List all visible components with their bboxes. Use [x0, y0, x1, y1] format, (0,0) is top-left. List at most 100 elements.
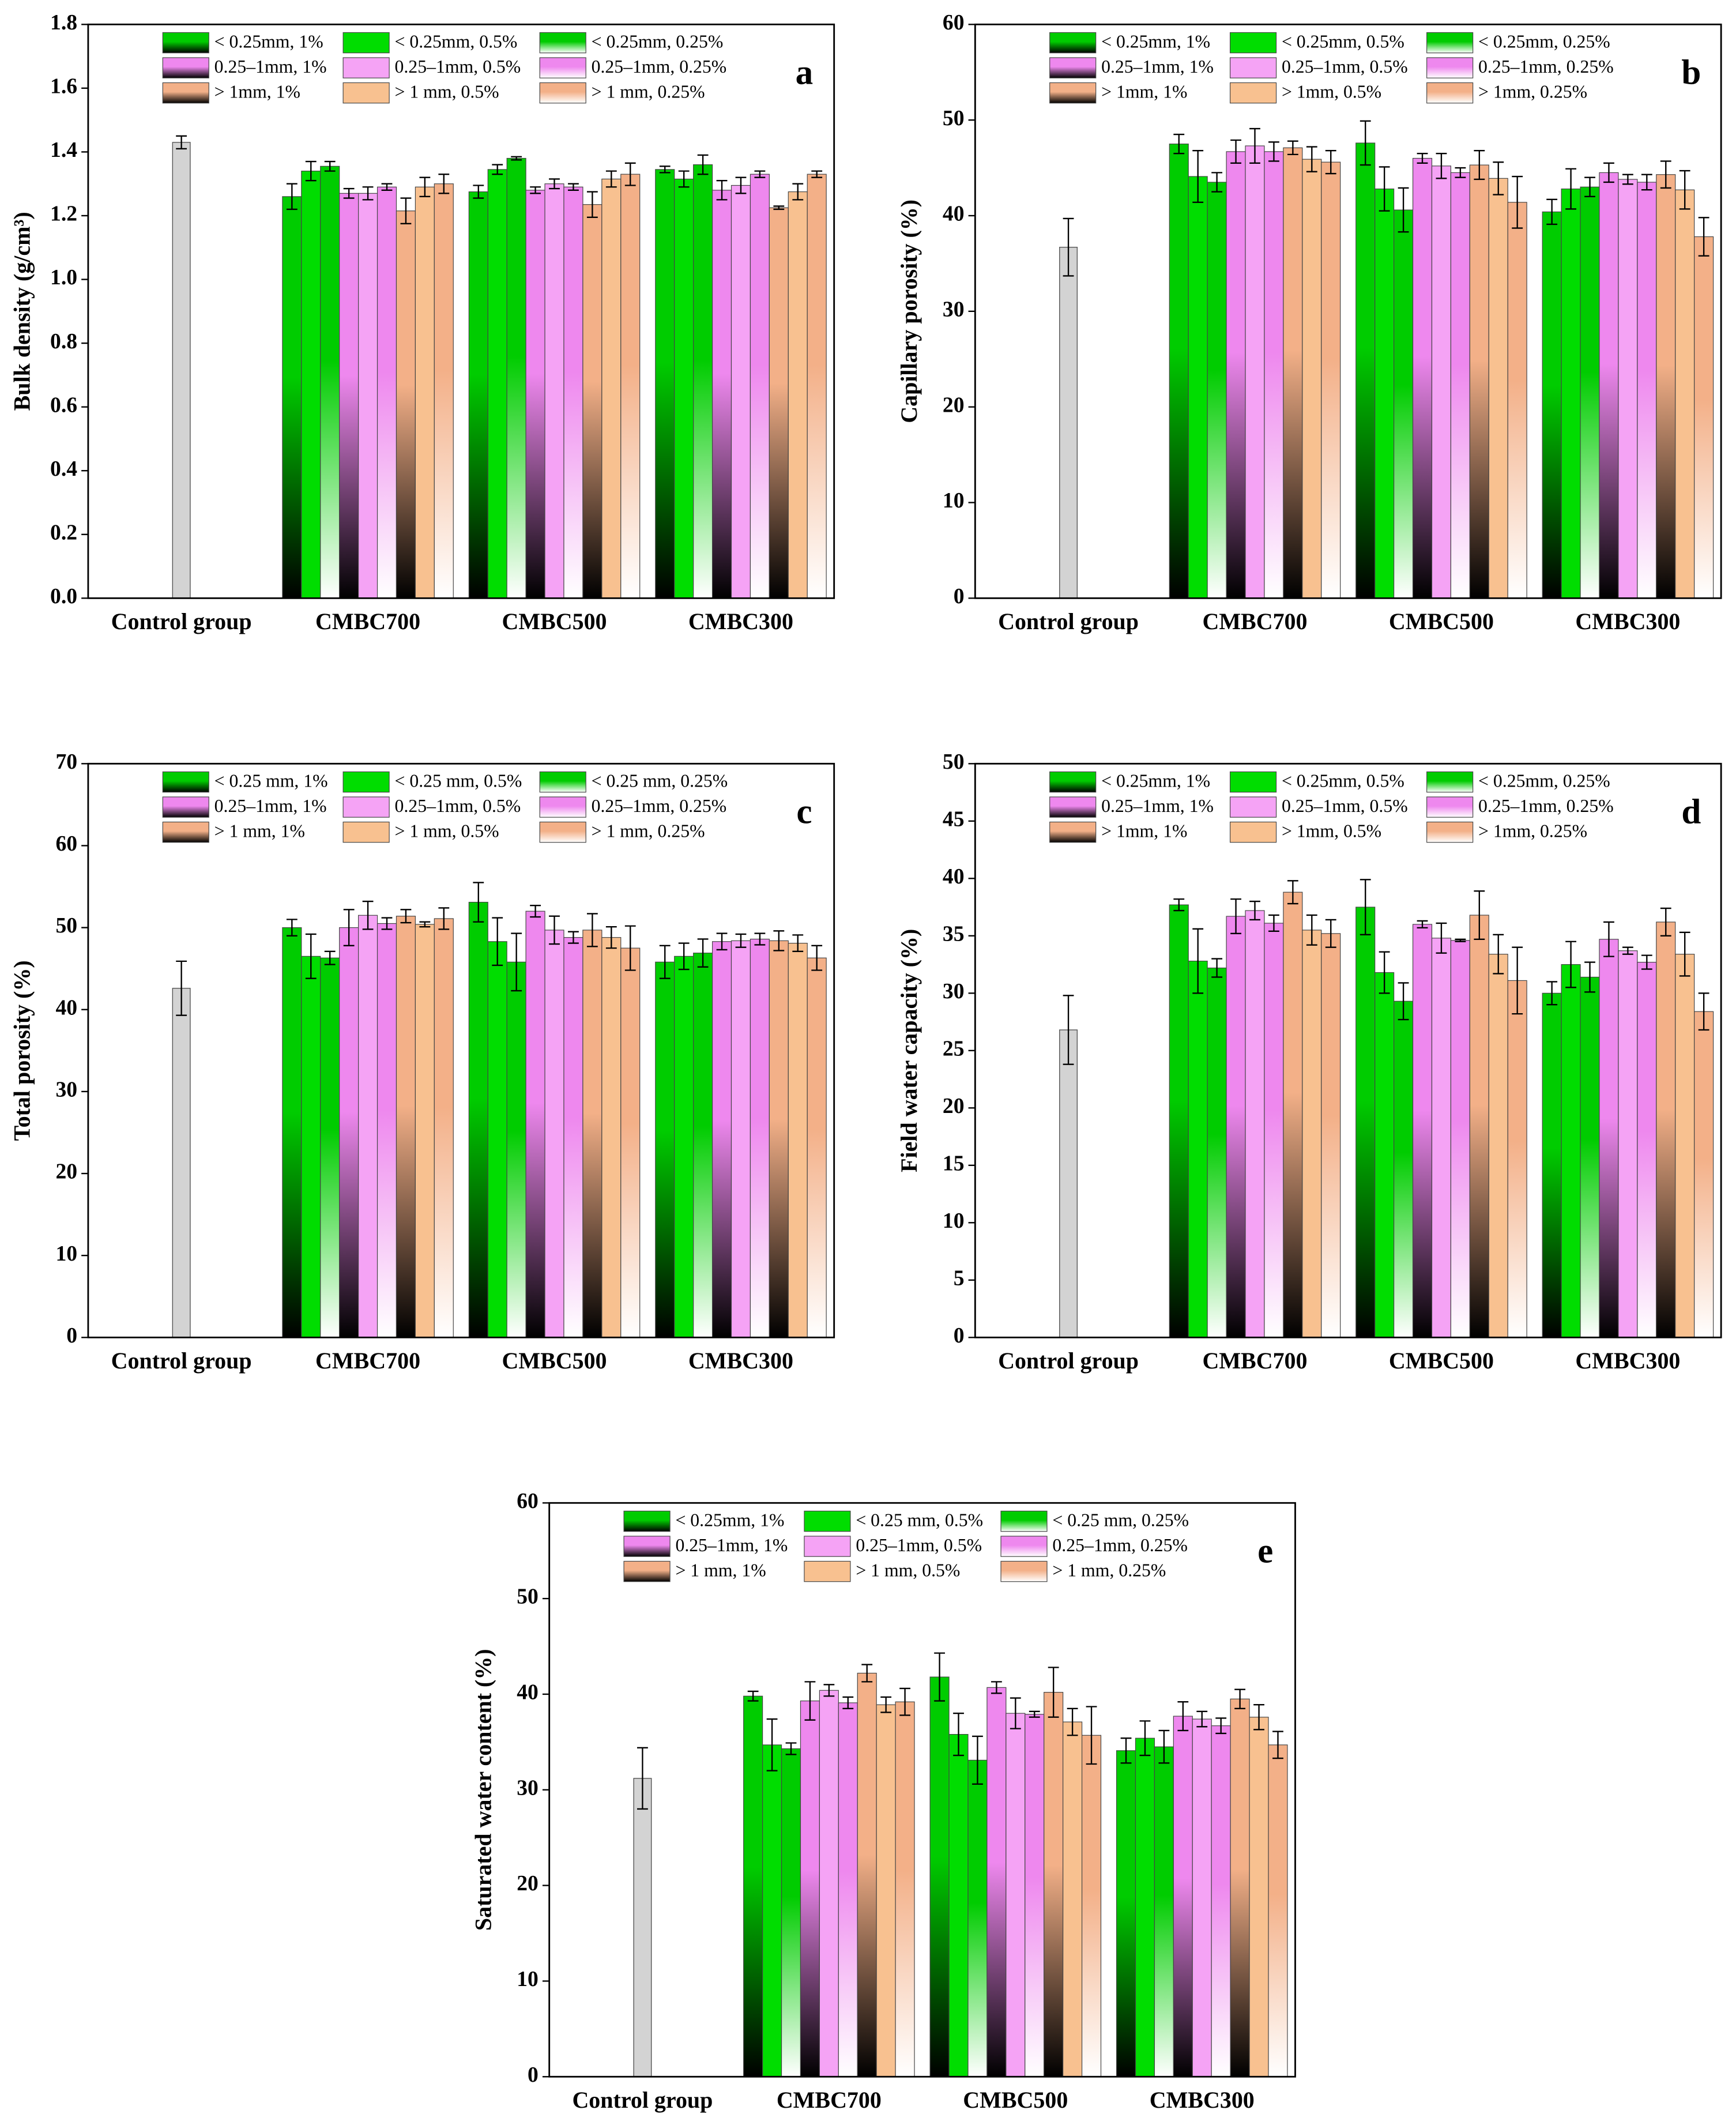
bar [986, 1687, 1007, 2077]
error-bar [362, 186, 374, 201]
bar [525, 190, 545, 599]
legend-swatch [162, 771, 209, 793]
y-tick-label: 30 [55, 1078, 77, 1102]
bar [301, 956, 321, 1338]
bar [1675, 189, 1695, 599]
error-bar [754, 932, 766, 946]
legend-swatch [342, 796, 390, 818]
x-tick-label: CMBC300 [688, 608, 793, 634]
error-bar [792, 183, 804, 201]
bar [1188, 960, 1208, 1338]
error-bar [735, 176, 747, 194]
legend-swatch [804, 1536, 851, 1557]
bar [1637, 182, 1657, 599]
bar [563, 186, 583, 599]
y-tick-label: 50 [55, 913, 77, 938]
bar [1656, 922, 1676, 1338]
error-bar [1211, 172, 1223, 193]
bar [1488, 954, 1508, 1338]
error-bar [972, 1735, 983, 1785]
x-tick-label: CMBC700 [1202, 1348, 1307, 1374]
bar [282, 196, 302, 599]
y-tick-label: 1.0 [50, 265, 77, 289]
bar [1469, 164, 1489, 599]
error-bar [1272, 1731, 1283, 1759]
bar [781, 1748, 801, 2077]
y-axis-label: Capillary porosity (%) [896, 200, 922, 423]
legend-label: < 0.25 mm, 0.25% [592, 771, 728, 791]
x-tick-label: CMBC300 [1575, 608, 1680, 634]
bar [582, 930, 602, 1338]
error-bar [1417, 153, 1428, 164]
bar [1169, 144, 1189, 599]
bar [1355, 142, 1376, 599]
legend-label: > 1 mm, 1% [675, 1560, 766, 1581]
legend-swatch [162, 821, 209, 843]
bar [655, 169, 675, 599]
bar [1431, 938, 1452, 1338]
x-tick-label: CMBC500 [502, 608, 607, 634]
bar [1580, 186, 1600, 599]
plot-frame [87, 762, 835, 1338]
error-bar [747, 1690, 759, 1702]
bar [1394, 1001, 1414, 1338]
bar [1656, 174, 1676, 599]
error-bar [1603, 921, 1614, 957]
legend-swatch [1426, 796, 1474, 818]
bar [320, 957, 340, 1338]
error-bar [1546, 198, 1558, 225]
error-bar [953, 1712, 964, 1757]
bar [1450, 172, 1470, 599]
control-bar [1059, 247, 1078, 599]
y-axis-label: Bulk density (g/cm³) [9, 212, 35, 411]
y-tick-label: 10 [943, 488, 965, 513]
bar [1283, 147, 1303, 599]
legend-label: > 1 mm, 0.25% [592, 82, 705, 102]
legend-swatch [342, 771, 390, 793]
y-tick-label: 50 [517, 1585, 539, 1609]
bar [1637, 961, 1657, 1338]
error-bar [305, 933, 317, 979]
bar [1321, 933, 1341, 1338]
legend-label: 0.25–1mm, 1% [1101, 57, 1214, 77]
bar [711, 941, 732, 1338]
x-tick-label: Control group [572, 2087, 713, 2113]
y-tick-label: 20 [943, 393, 965, 417]
error-bar [811, 945, 823, 971]
error-bar [1398, 982, 1409, 1021]
error-bar [880, 1696, 892, 1713]
legend-swatch [1229, 771, 1277, 793]
bar [1169, 904, 1189, 1338]
bar [620, 174, 641, 599]
error-bar [1512, 946, 1523, 1015]
y-tick-label: 1.2 [50, 202, 77, 226]
bar [1268, 1744, 1288, 2077]
bar [769, 940, 789, 1338]
legend-label: > 1mm, 0.25% [1478, 821, 1587, 841]
error-bar [305, 160, 317, 182]
error-bar [324, 950, 336, 965]
x-tick-label: CMBC700 [1202, 608, 1307, 634]
x-tick-label: CMBC300 [1575, 1348, 1680, 1374]
bar [376, 186, 397, 599]
legend-swatch [162, 82, 209, 104]
legend-swatch [342, 82, 390, 104]
error-bar [1493, 161, 1504, 195]
legend-swatch [342, 32, 390, 54]
error-bar [697, 154, 709, 175]
y-tick-label: 60 [517, 1489, 539, 1513]
panel-label: d [1681, 793, 1701, 832]
legend-swatch [162, 32, 209, 54]
y-tick-label: 15 [943, 1151, 965, 1175]
legend-swatch [804, 1560, 851, 1582]
bar [1394, 209, 1414, 599]
error-bar [1234, 1688, 1246, 1709]
bar [1507, 980, 1527, 1338]
y-tick-label: 70 [55, 750, 77, 774]
plot-frame [87, 23, 835, 599]
legend-label: < 0.25 mm, 0.25% [1052, 1510, 1189, 1530]
legend-swatch [623, 1536, 671, 1557]
legend-swatch [1426, 821, 1474, 843]
error-bar [343, 909, 355, 947]
bar [762, 1744, 782, 2077]
